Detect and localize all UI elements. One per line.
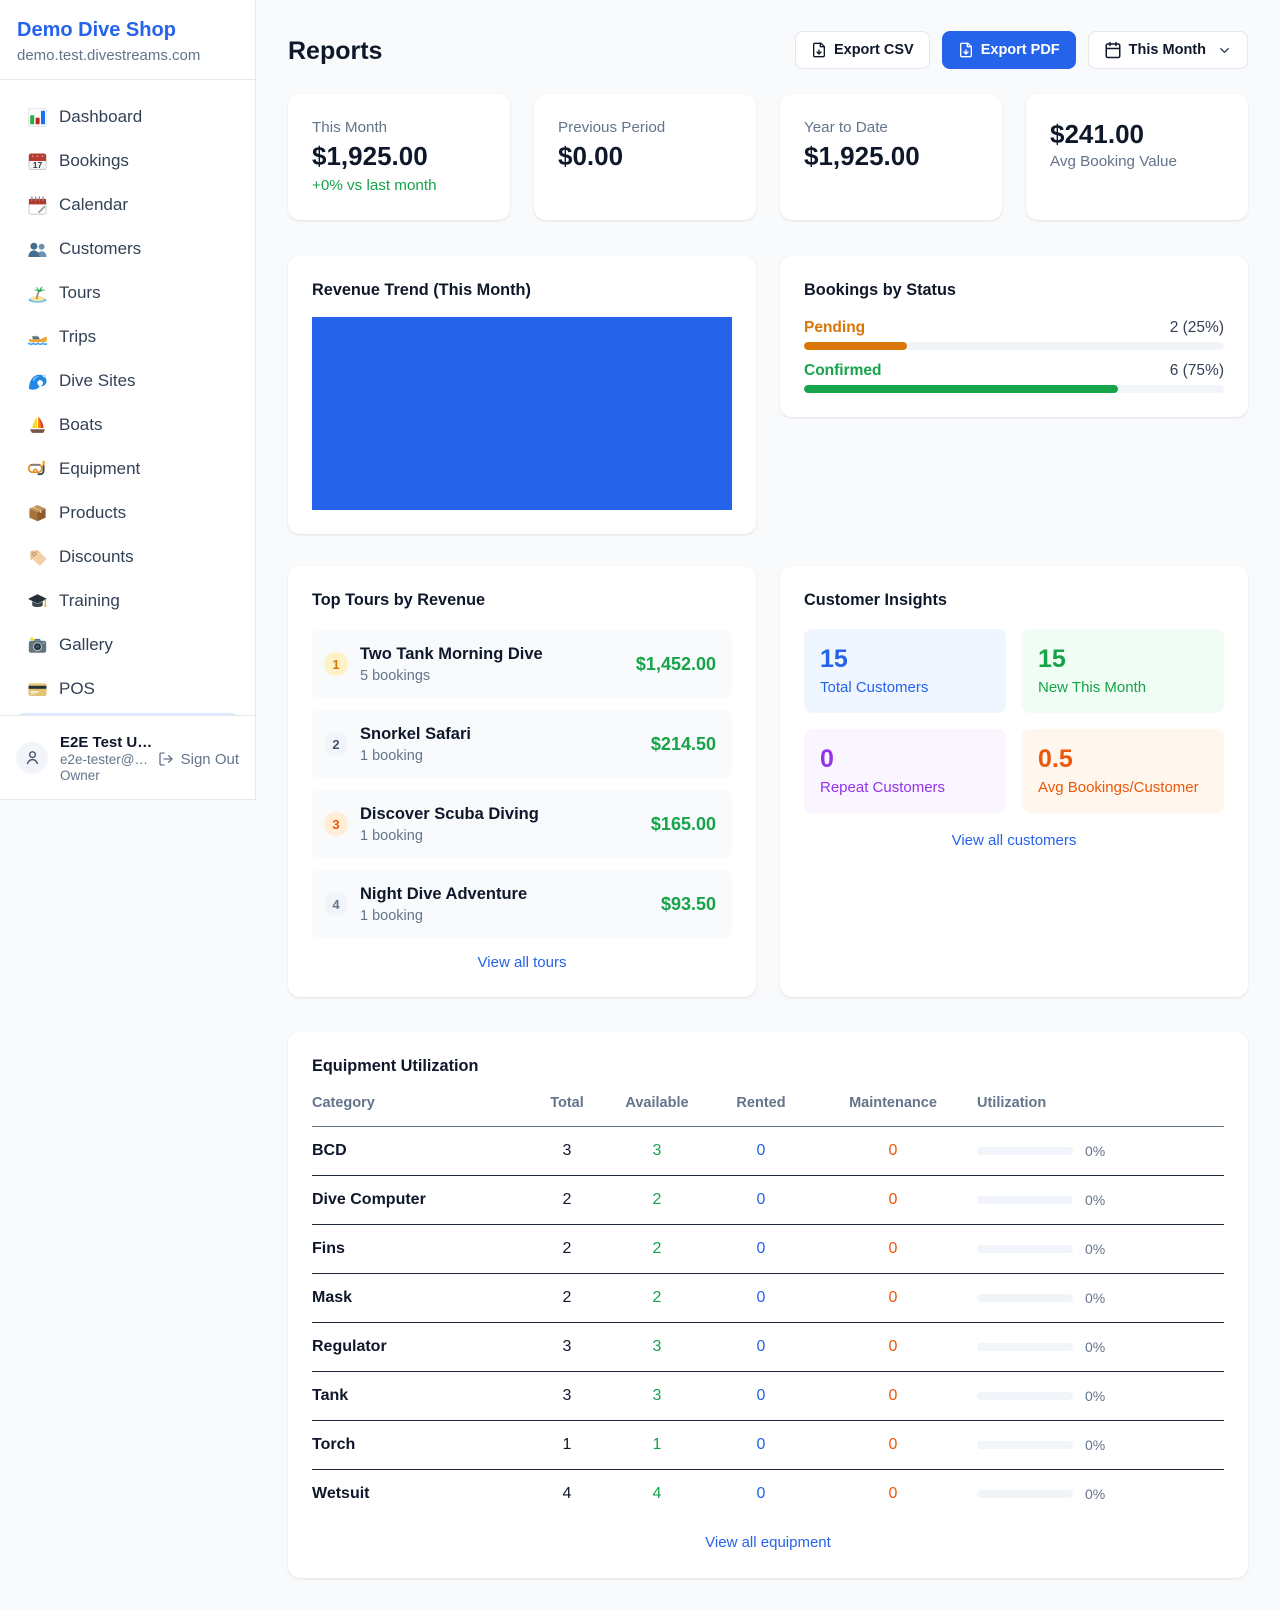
- svg-text:17: 17: [33, 160, 43, 170]
